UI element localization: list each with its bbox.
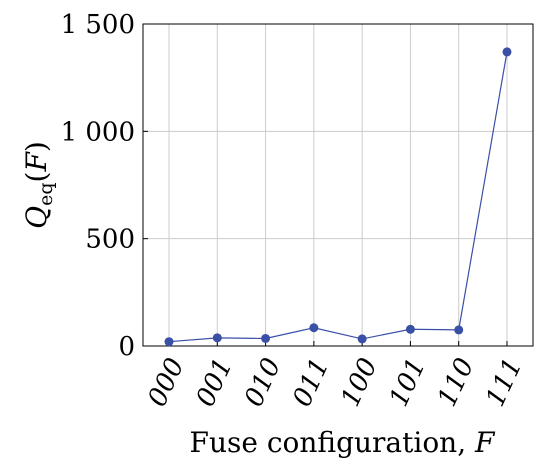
data-point <box>164 337 174 347</box>
x-tick-label: 101 <box>384 354 432 412</box>
grid-lines <box>143 23 533 347</box>
y-axis-label: Qeq(F) <box>20 141 57 229</box>
x-tick-label: 011 <box>287 354 335 412</box>
data-points <box>164 47 512 347</box>
x-tick-label: 001 <box>191 354 239 412</box>
x-tick-label: 111 <box>480 354 528 412</box>
x-tick-label: 010 <box>239 354 287 412</box>
data-point <box>357 334 367 344</box>
y-tick-label: 0 <box>118 332 135 362</box>
data-point <box>309 323 319 333</box>
y-axis-ticks: 0 500 1 000 1 500 <box>61 10 148 362</box>
x-tick-label: 000 <box>142 354 190 412</box>
plot-frame <box>142 23 534 347</box>
data-point <box>261 333 271 343</box>
x-axis-ticks: 000 001 010 011 100 101 110 111 <box>142 341 529 412</box>
x-tick-label: 110 <box>432 354 480 412</box>
x-axis-label: Fuse configuration, F <box>190 426 496 459</box>
y-tick-label: 1 000 <box>61 117 135 147</box>
data-point <box>454 325 464 335</box>
data-point <box>212 333 222 343</box>
data-point <box>405 324 415 334</box>
data-point <box>502 47 512 57</box>
y-tick-label: 1 500 <box>61 10 135 40</box>
y-tick-label: 500 <box>85 225 135 255</box>
x-tick-label: 100 <box>336 354 384 412</box>
series-line <box>168 51 508 343</box>
